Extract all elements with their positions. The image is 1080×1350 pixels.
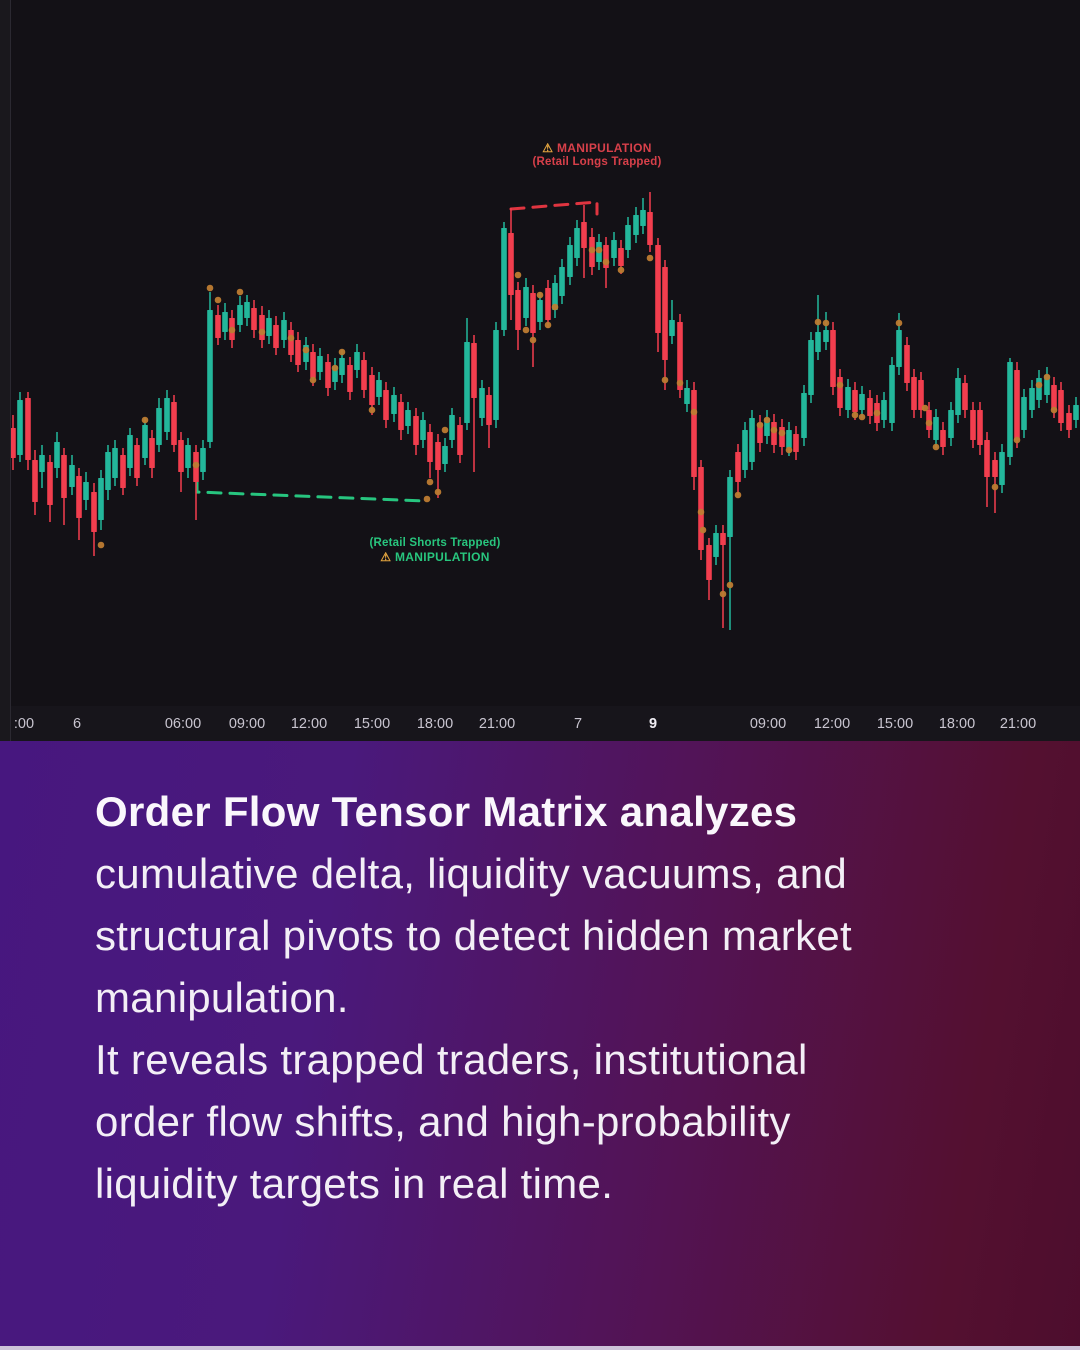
- caption-line: cumulative delta, liquidity vacuums, and: [95, 850, 848, 897]
- shorts-trap-line: [195, 479, 427, 503]
- axis-tick-label: 12:00: [814, 716, 850, 732]
- candlestick-chart: :00 6 06:00 09:00 12:00 15:00 18:00 21:00 7 9 09:0…: [0, 192, 1080, 741]
- axis-tick-label: 21:00: [479, 716, 515, 732]
- axis-tick-label: 12:00: [291, 716, 327, 732]
- candlestick-chart-panel: :00 6 06:00 09:00 12:00 15:00 18:00 21:00 7 9 09:0…: [0, 0, 1080, 741]
- caption-text-block: Order Flow Tensor Matrix analyzes cumulat…: [95, 781, 1045, 1215]
- caption-line: structural pivots to detect hidden marke…: [95, 912, 852, 959]
- candles-layer: [10, 192, 1079, 630]
- warning-triangle-icon: ⚠: [380, 550, 392, 564]
- time-axis: :00 6 06:00 09:00 12:00 15:00 18:00 21:00 7 9 09:0…: [0, 706, 1080, 741]
- chart-left-edge: [0, 0, 11, 741]
- trendlines: [195, 200, 599, 503]
- bottom-accent-strip: [0, 1346, 1080, 1350]
- annotation-subtext: (Retail Longs Trapped): [532, 156, 662, 168]
- annotation-text: MANIPULATION: [557, 141, 652, 155]
- warning-triangle-icon: ⚠: [542, 141, 554, 155]
- delta-dots-layer: [97, 246, 1058, 598]
- axis-tick-label: 18:00: [939, 716, 975, 732]
- axis-tick-label: 18:00: [417, 716, 453, 732]
- axis-tick-label: 09:00: [750, 716, 786, 732]
- manipulation-annotation-top: ⚠ MANIPULATION (Retail Longs Trapped): [533, 141, 662, 169]
- axis-tick-label: 15:00: [354, 716, 390, 732]
- axis-tick-label: 09:00: [229, 716, 265, 732]
- axis-tick-label: 7: [574, 716, 582, 732]
- caption-line: It reveals trapped traders, institutiona…: [95, 1036, 808, 1083]
- caption-line: manipulation.: [95, 974, 349, 1021]
- caption-line: order flow shifts, and high-probability: [95, 1098, 791, 1145]
- axis-tick-label: 6: [73, 716, 81, 732]
- longs-trap-line: [509, 200, 599, 216]
- annotation-text: MANIPULATION: [395, 550, 490, 564]
- caption-line: liquidity targets in real time.: [95, 1160, 614, 1207]
- manipulation-annotation-bottom: (Retail Shorts Trapped) ⚠ MANIPULATION: [369, 536, 500, 564]
- axis-tick-label: 21:00: [1000, 716, 1036, 732]
- axis-tick-label: 06:00: [165, 716, 201, 732]
- axis-tick-label: 15:00: [877, 716, 913, 732]
- caption-panel: Order Flow Tensor Matrix analyzes cumulat…: [0, 741, 1080, 1350]
- annotation-subtext: (Retail Shorts Trapped): [369, 537, 501, 549]
- caption-line: Order Flow Tensor Matrix analyzes: [95, 788, 798, 835]
- axis-tick-label: 9: [649, 716, 657, 732]
- axis-tick-label: :00: [14, 716, 34, 732]
